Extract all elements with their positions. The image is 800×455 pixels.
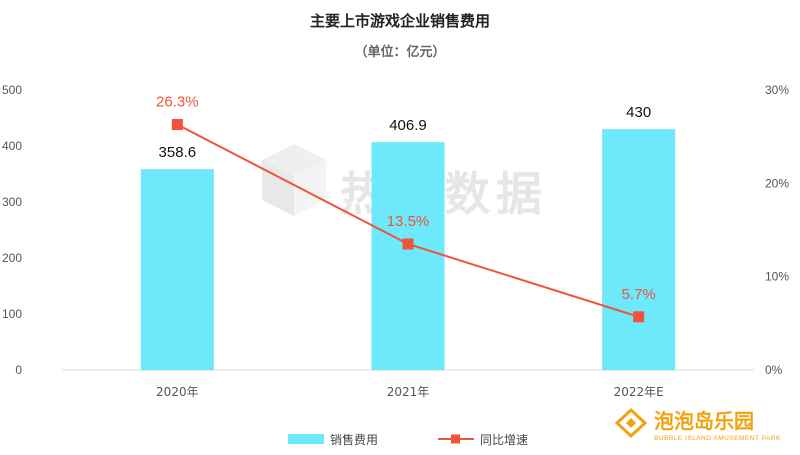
bar [602,129,676,370]
bar [371,142,445,370]
chart-title: 主要上市游戏企业销售费用 [310,12,490,30]
growth-value-label: 5.7% [622,286,656,303]
growth-markers [171,119,645,323]
right-tick-label: 20% [765,176,789,190]
right-tick-label: 0% [765,363,783,377]
x-axis: 2020年 2021年 2022年E [156,385,664,399]
diamond-logo-icon [614,407,648,439]
bar-series [140,129,676,370]
left-tick-label: 500 [2,83,22,97]
left-tick-label: 300 [2,195,22,209]
right-tick-label: 30% [765,83,789,97]
legend: 销售费用 同比增速 [288,432,528,447]
bar-value-label: 430 [626,104,651,121]
left-tick-label: 200 [2,251,22,265]
right-axis: 0% 10% 20% 30% [765,83,789,377]
logo-subtext: BUBBLE ISLAND AMUSEMENT PARK [654,435,781,442]
legend-label-bar: 销售费用 [330,432,378,447]
legend-label-line: 同比增速 [480,433,528,447]
x-tick-label: 2020年 [156,385,199,399]
x-tick-label: 2022年E [614,385,664,399]
chart-subtitle: （单位：亿元） [354,44,445,60]
left-tick-label: 0 [15,363,22,377]
brand-logo: 泡泡岛乐园 BUBBLE ISLAND AMUSEMENT PARK [614,407,781,442]
growth-labels: 26.3% 13.5% 5.7% [156,94,656,303]
growth-marker [171,119,183,131]
growth-value-label: 26.3% [156,94,199,111]
logo-text: 泡泡岛乐园 [654,409,754,433]
watermark-cube-icon [262,144,326,216]
left-axis: 0 100 200 300 400 500 [2,83,22,377]
growth-value-label: 13.5% [387,213,430,230]
legend-swatch-bar [288,434,324,444]
bar-value-label: 406.9 [389,117,427,134]
growth-marker [633,311,645,323]
legend-swatch-marker [451,434,460,444]
left-tick-label: 400 [2,139,22,153]
bar-value-label: 358.6 [159,144,197,161]
growth-marker [402,238,414,250]
x-tick-label: 2021年 [387,385,430,399]
left-tick-label: 100 [2,307,22,321]
bar-labels: 358.6 406.9 430 [159,104,652,161]
right-tick-label: 10% [765,270,789,284]
bar [140,169,214,370]
